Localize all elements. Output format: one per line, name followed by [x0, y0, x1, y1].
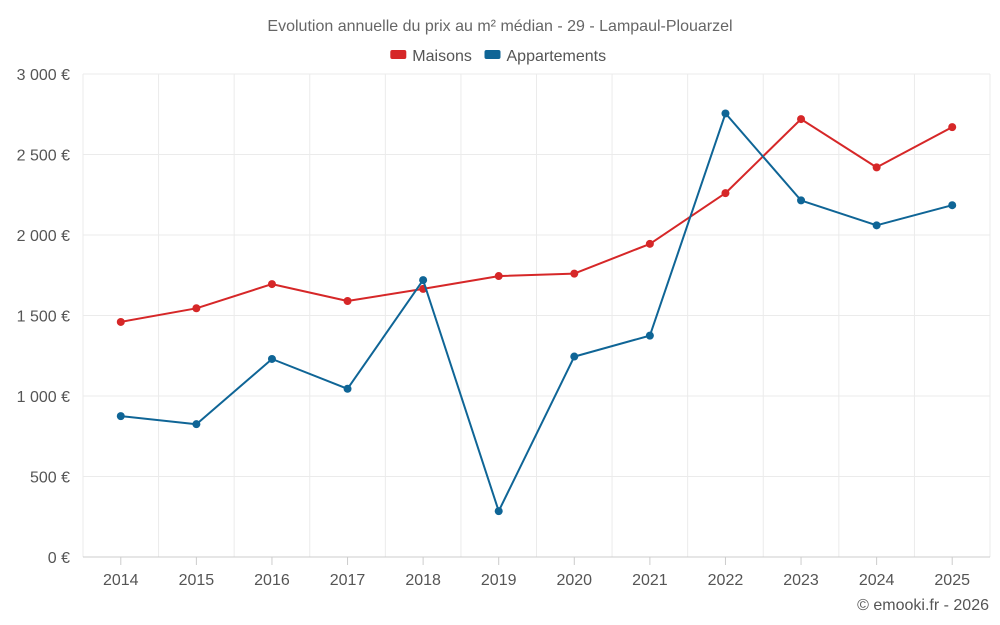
data-point-maisons[interactable] — [192, 304, 201, 313]
y-tick-label: 3 000 € — [17, 67, 70, 84]
data-point-maisons[interactable] — [721, 189, 730, 198]
y-tick-label: 500 € — [30, 470, 70, 487]
data-point-appartements[interactable] — [116, 412, 125, 421]
y-tick-label: 1 000 € — [17, 389, 70, 406]
data-point-maisons[interactable] — [267, 280, 276, 289]
legend[interactable]: Maisons Appartements — [390, 48, 606, 65]
data-point-maisons[interactable] — [116, 317, 125, 326]
series — [116, 109, 957, 516]
y-tick-label: 2 500 € — [17, 148, 70, 165]
series-maisons — [116, 115, 957, 326]
series-line-appartements — [120, 112, 953, 513]
credit-text: © emooki.fr - 2026 — [857, 597, 989, 614]
legend-item-maisons[interactable]: Maisons — [390, 48, 472, 65]
data-point-appartements[interactable] — [721, 109, 730, 118]
data-point-maisons[interactable] — [948, 123, 957, 132]
y-tick-label: 1 500 € — [17, 309, 70, 326]
data-point-appartements[interactable] — [343, 384, 352, 393]
series-appartements — [116, 109, 957, 516]
series-line-maisons — [120, 118, 953, 323]
data-point-appartements[interactable] — [948, 201, 957, 210]
x-tick-label: 2020 — [556, 572, 592, 589]
legend-label: Appartements — [507, 48, 607, 65]
x-tick-label: 2021 — [632, 572, 668, 589]
x-tick-label: 2016 — [254, 572, 290, 589]
data-point-appartements[interactable] — [192, 420, 201, 429]
x-tick-label: 2014 — [103, 572, 139, 589]
y-tick-label: 2 000 € — [17, 228, 70, 245]
x-tick-label: 2015 — [179, 572, 215, 589]
x-tick-label: 2025 — [934, 572, 970, 589]
x-tick-label: 2024 — [859, 572, 895, 589]
data-point-maisons[interactable] — [645, 239, 654, 248]
legend-item-appartements[interactable]: Appartements — [484, 48, 607, 65]
chart-title: Evolution annuelle du prix au m² médian … — [267, 18, 732, 35]
data-point-appartements[interactable] — [419, 276, 428, 285]
data-point-appartements[interactable] — [645, 331, 654, 340]
y-tick-label: 0 € — [48, 550, 70, 567]
x-tick-label: 2018 — [405, 572, 441, 589]
data-point-appartements[interactable] — [570, 352, 579, 361]
data-point-maisons[interactable] — [797, 115, 806, 124]
data-point-maisons[interactable] — [494, 272, 503, 281]
y-axis: 0 € 500 € 1 000 € 1 500 € 2 000 € 2 500 € 3 00… — [17, 67, 70, 567]
data-point-maisons[interactable] — [343, 297, 352, 306]
data-point-appartements[interactable] — [797, 196, 806, 205]
x-tick-label: 2019 — [481, 572, 517, 589]
data-point-maisons[interactable] — [872, 163, 881, 172]
data-point-appartements[interactable] — [872, 221, 881, 230]
legend-swatch — [390, 50, 407, 59]
legend-swatch — [484, 50, 501, 59]
x-axis: 2014 2015 2016 2017 2018 2019 2020 2021 2022 2023… — [103, 557, 970, 589]
data-point-appartements[interactable] — [267, 354, 276, 363]
x-tick-label: 2017 — [330, 572, 366, 589]
legend-label: Maisons — [412, 48, 472, 65]
x-tick-label: 2022 — [708, 572, 744, 589]
grid — [82, 73, 991, 558]
data-point-maisons[interactable] — [570, 269, 579, 278]
x-tick-label: 2023 — [783, 572, 819, 589]
data-point-appartements[interactable] — [494, 507, 503, 516]
